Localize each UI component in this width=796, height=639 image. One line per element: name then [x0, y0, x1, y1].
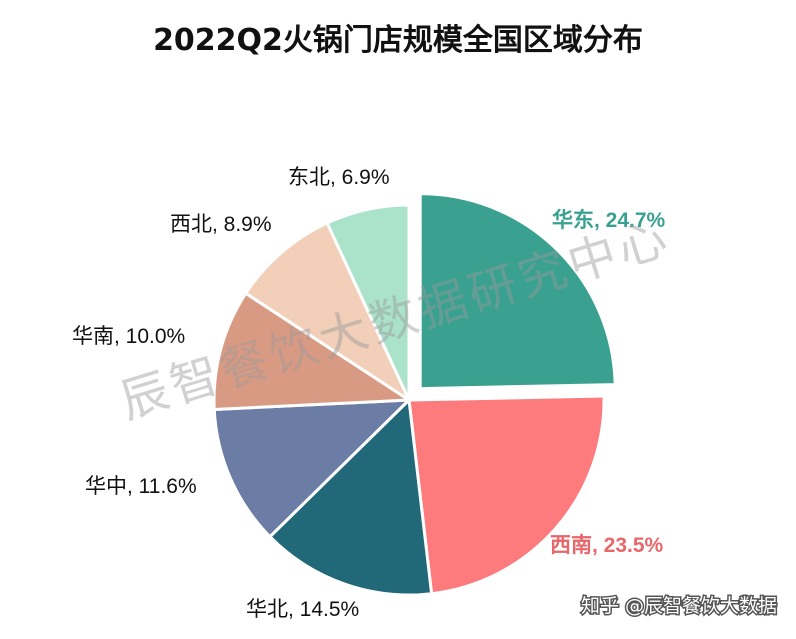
- pie-slice-3: [212, 398, 411, 539]
- slice-label-5: 西北, 8.9%: [170, 213, 272, 236]
- pie-slice-0: [418, 192, 617, 391]
- pie-slice-4: [212, 291, 411, 411]
- slice-label-4: 华南, 10.0%: [72, 325, 185, 348]
- pie-slice-2: [268, 398, 434, 597]
- slice-labels: 华东, 24.7% 西南, 23.5% 华北, 14.5% 华中, 11.6% 华南, …: [72, 166, 666, 621]
- credit-text: 知乎 @辰智餐饮大数据: [581, 595, 777, 617]
- slice-label-0: 华东, 24.7%: [552, 208, 666, 232]
- pie-slice-5: [244, 221, 411, 402]
- slice-label-6: 东北, 6.9%: [288, 166, 390, 189]
- slice-label-2: 华北, 14.5%: [246, 598, 359, 621]
- slice-label-3: 华中, 11.6%: [85, 475, 197, 498]
- pie-slices: [212, 192, 617, 597]
- pie-slice-6: [325, 203, 411, 402]
- slice-label-1: 西南, 23.5%: [550, 533, 664, 557]
- chart-title: 2022Q2火锅门店规模全国区域分布: [153, 23, 643, 58]
- pie-slice-1: [407, 394, 606, 596]
